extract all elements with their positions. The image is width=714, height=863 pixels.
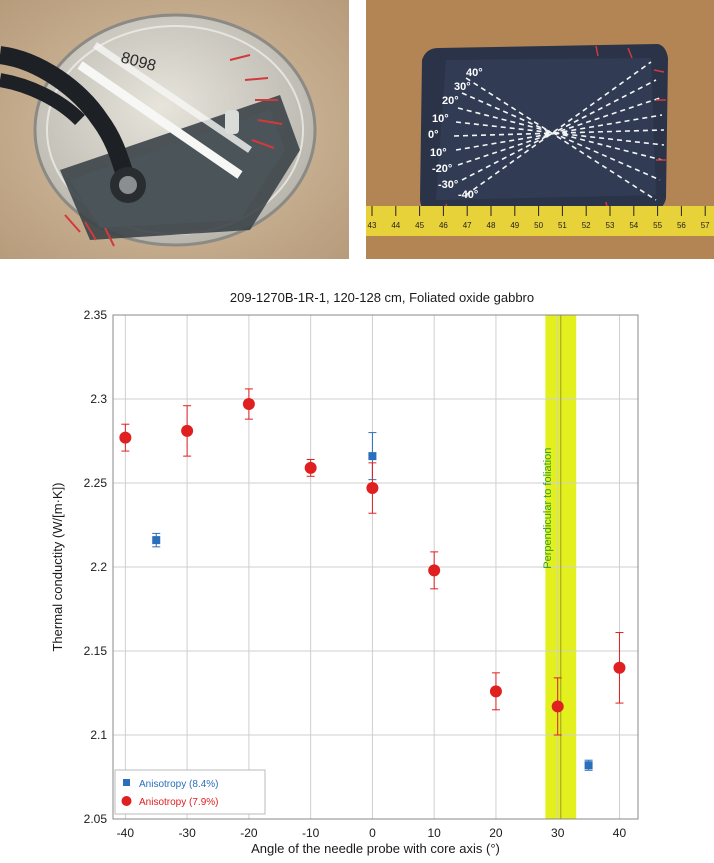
data-point-circle bbox=[181, 424, 194, 437]
ruler-label: 54 bbox=[629, 221, 638, 230]
ruler-label: 44 bbox=[391, 221, 400, 230]
y-tick-label: 2.2 bbox=[90, 560, 107, 574]
x-tick-label: -10 bbox=[302, 826, 320, 840]
y-tick-label: 2.25 bbox=[84, 476, 108, 490]
legend-box bbox=[114, 769, 266, 815]
x-axis-label: Angle of the needle probe with core axis… bbox=[251, 841, 500, 856]
y-tick-label: 2.1 bbox=[90, 728, 107, 742]
angle-label-neg40: -40° bbox=[458, 189, 478, 201]
thermal-conductivity-chart: 209-1270B-1R-1, 120-128 cm, Foliated oxi… bbox=[50, 290, 639, 856]
x-tick-label: 20 bbox=[489, 826, 503, 840]
ruler-label: 49 bbox=[510, 221, 519, 230]
data-point-square bbox=[152, 536, 161, 545]
probe-setup-image: 8098 bbox=[0, 0, 349, 259]
x-tick-label: 30 bbox=[551, 826, 565, 840]
y-tick-label: 2.05 bbox=[84, 812, 108, 826]
data-point-circle bbox=[428, 564, 441, 577]
ruler-label: 57 bbox=[701, 221, 710, 230]
ruler-label: 53 bbox=[606, 221, 615, 230]
x-tick-label: 0 bbox=[369, 826, 376, 840]
y-tick-label: 2.35 bbox=[84, 308, 108, 322]
ruler-label: 55 bbox=[653, 221, 662, 230]
x-tick-label: -30 bbox=[178, 826, 196, 840]
ruler-label: 48 bbox=[487, 221, 496, 230]
band-label: Perpendicular to foliation bbox=[542, 448, 554, 569]
legend-entry: Anisotropy (8.4%) bbox=[139, 779, 218, 790]
probe-setup-photo: 8098 bbox=[0, 0, 349, 259]
ruler-label: 45 bbox=[415, 221, 424, 230]
ruler bbox=[366, 206, 714, 236]
ruler-label: 46 bbox=[439, 221, 448, 230]
angle-label-30: 30° bbox=[454, 81, 471, 93]
legend-marker-circle bbox=[121, 796, 132, 806]
x-tick-label: 10 bbox=[427, 826, 441, 840]
data-point-circle bbox=[304, 461, 317, 474]
sample-angle-photo: 40° 30° 20° 10° 0° 10° -20° -30° -40° 43… bbox=[366, 0, 714, 259]
angle-label-neg30: -30° bbox=[438, 179, 458, 191]
x-tick-label: -20 bbox=[240, 826, 258, 840]
ruler-label: 51 bbox=[558, 221, 567, 230]
data-point-square bbox=[584, 761, 593, 770]
legend-marker-square bbox=[123, 779, 130, 786]
angle-label-neg10: 10° bbox=[430, 147, 447, 159]
x-tick-label: 40 bbox=[613, 826, 627, 840]
sample-angle-image: 40° 30° 20° 10° 0° 10° -20° -30° -40° 43… bbox=[366, 0, 714, 259]
data-point-circle bbox=[551, 700, 564, 713]
data-point-square bbox=[368, 452, 377, 461]
ruler-label: 47 bbox=[463, 221, 472, 230]
angle-label-neg20: -20° bbox=[432, 163, 452, 175]
data-point-circle bbox=[366, 482, 379, 495]
data-point-circle bbox=[613, 661, 626, 674]
legend-entry: Anisotropy (7.9%) bbox=[139, 797, 218, 808]
ruler-label: 52 bbox=[582, 221, 591, 230]
ruler-label: 56 bbox=[677, 221, 686, 230]
angle-label-40: 40° bbox=[466, 67, 483, 79]
data-point-circle bbox=[119, 431, 132, 444]
legend: Anisotropy (8.4%) Anisotropy (7.9%) bbox=[114, 769, 266, 815]
angle-label-20: 20° bbox=[442, 95, 459, 107]
angle-label-0: 0° bbox=[428, 129, 439, 141]
ruler-ticks: 43 44 45 46 47 48 49 50 51 52 53 54 55 56 57 bbox=[368, 206, 710, 230]
y-tick-label: 2.15 bbox=[84, 644, 108, 658]
data-point-circle bbox=[242, 398, 255, 411]
data-point-circle bbox=[489, 685, 502, 698]
ruler-label: 43 bbox=[368, 221, 377, 230]
plot-frame bbox=[112, 314, 639, 820]
y-tick-label: 2.3 bbox=[90, 392, 107, 406]
x-tick-label: -40 bbox=[117, 826, 135, 840]
angle-label-10: 10° bbox=[432, 113, 449, 125]
ruler-label: 50 bbox=[534, 221, 543, 230]
chart-title: 209-1270B-1R-1, 120-128 cm, Foliated oxi… bbox=[230, 290, 534, 305]
y-axis-label: Thermal conductity (W/[m·K]) bbox=[50, 482, 65, 651]
